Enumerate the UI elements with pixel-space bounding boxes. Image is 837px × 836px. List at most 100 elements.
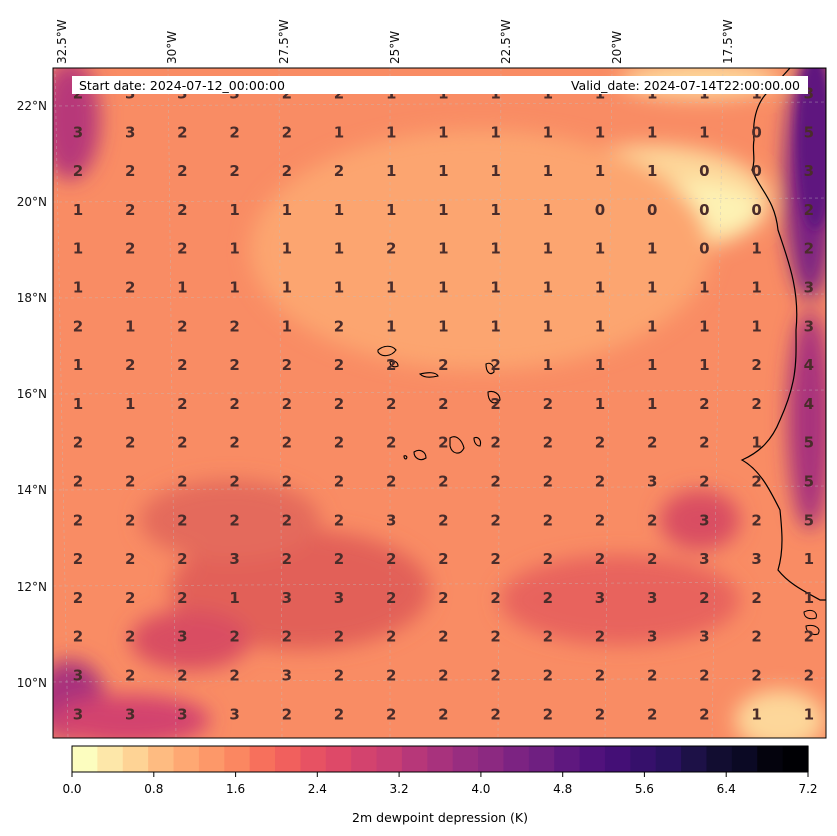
- grid-value-r4-c4: 1: [282, 240, 292, 258]
- grid-value-r13-c13: 2: [751, 589, 761, 607]
- colorbar-segment-8: [275, 746, 302, 772]
- grid-value-r13-c6: 2: [386, 589, 396, 607]
- grid-value-r3-c6: 1: [386, 201, 396, 219]
- grid-value-r2-c10: 1: [595, 162, 605, 180]
- colorbar-segment-12: [376, 746, 403, 772]
- cb-tick-4: 3.2: [390, 782, 409, 796]
- grid-value-r8-c9: 2: [543, 395, 553, 413]
- grid-value-r11-c12: 3: [699, 511, 709, 529]
- grid-value-r5-c12: 1: [699, 279, 709, 297]
- grid-value-r9-c6: 2: [386, 434, 396, 452]
- grid-value-r4-c2: 2: [177, 240, 187, 258]
- grid-value-r16-c2: 3: [177, 705, 187, 723]
- grid-value-r2-c8: 1: [490, 162, 500, 180]
- grid-value-r5-c6: 1: [386, 279, 396, 297]
- grid-value-r15-c8: 2: [490, 667, 500, 685]
- grid-value-r8-c4: 2: [282, 395, 292, 413]
- grid-value-r15-c11: 2: [647, 667, 657, 685]
- colorbar-segment-15: [452, 746, 479, 772]
- grid-value-r10-c3: 2: [229, 473, 239, 491]
- grid-value-r1-c5: 1: [334, 123, 344, 141]
- grid-value-r10-c2: 2: [177, 473, 187, 491]
- grid-value-r14-c11: 3: [647, 628, 657, 646]
- grid-value-r15-c2: 2: [177, 667, 187, 685]
- grid-value-r1-c1: 3: [125, 123, 135, 141]
- grid-value-r3-c11: 0: [647, 201, 657, 219]
- grid-value-r5-c10: 1: [595, 279, 605, 297]
- grid-value-r8-c11: 1: [647, 395, 657, 413]
- grid-value-r5-c7: 1: [438, 279, 448, 297]
- grid-value-r13-c7: 2: [438, 589, 448, 607]
- grid-value-r12-c13: 3: [751, 550, 761, 568]
- grid-value-r12-c12: 3: [699, 550, 709, 568]
- grid-value-r4-c11: 1: [647, 240, 657, 258]
- grid-value-r13-c8: 2: [490, 589, 500, 607]
- grid-value-r12-c14: 1: [804, 550, 814, 568]
- colorbar-segment-6: [224, 746, 251, 772]
- grid-value-r4-c13: 1: [751, 240, 761, 258]
- lat-label-22: 22°N: [17, 99, 47, 113]
- grid-value-r11-c13: 2: [751, 511, 761, 529]
- grid-value-r1-c6: 1: [386, 123, 396, 141]
- grid-value-r7-c14: 4: [804, 356, 814, 374]
- grid-value-r7-c11: 1: [647, 356, 657, 374]
- africa-coastline: [740, 68, 826, 601]
- grid-value-r1-c11: 1: [647, 123, 657, 141]
- grid-value-r4-c7: 1: [438, 240, 448, 258]
- grid-value-r6-c13: 1: [751, 317, 761, 335]
- cb-tick-2: 1.6: [226, 782, 245, 796]
- grid-value-r10-c9: 2: [543, 473, 553, 491]
- grid-value-r1-c2: 2: [177, 123, 187, 141]
- grid-value-r3-c3: 1: [229, 201, 239, 219]
- colorbar-segment-17: [503, 746, 530, 772]
- grid-value-r5-c8: 1: [490, 279, 500, 297]
- grid-value-r7-c5: 2: [334, 356, 344, 374]
- longitude-labels: 32.5°W 30°W 27.5°W 25°W 22.5°W 20°W 17.5…: [55, 19, 735, 64]
- grid-value-r5-c1: 2: [125, 279, 135, 297]
- grid-value-r9-c10: 2: [595, 434, 605, 452]
- grid-value-r6-c6: 1: [386, 317, 396, 335]
- grid-value-r6-c12: 1: [699, 317, 709, 335]
- grid-value-r14-c5: 2: [334, 628, 344, 646]
- grid-value-r1-c0: 3: [73, 123, 83, 141]
- grid-value-r8-c2: 2: [177, 395, 187, 413]
- grid-value-r7-c0: 1: [73, 356, 83, 374]
- grid-value-r6-c7: 1: [438, 317, 448, 335]
- grid-value-r2-c3: 2: [229, 162, 239, 180]
- grid-value-r13-c10: 3: [595, 589, 605, 607]
- grid-value-r7-c2: 2: [177, 356, 187, 374]
- grid-value-r5-c4: 1: [282, 279, 292, 297]
- grid-value-r8-c1: 1: [125, 395, 135, 413]
- grid-value-r8-c0: 1: [73, 395, 83, 413]
- grid-value-r4-c14: 2: [804, 240, 814, 258]
- grid-value-r8-c5: 2: [334, 395, 344, 413]
- grid-value-r8-c6: 2: [386, 395, 396, 413]
- map-frame: [52, 67, 827, 739]
- lon-label-30: 30°W: [165, 31, 179, 64]
- grid-value-r9-c14: 5: [804, 434, 814, 452]
- colorbar-segment-26: [731, 746, 758, 772]
- start-date: Start date: 2024-07-12_00:00:00: [79, 78, 285, 93]
- grid-value-r5-c3: 1: [229, 279, 239, 297]
- grid-value-r5-c13: 1: [751, 279, 761, 297]
- grid-value-r2-c5: 2: [334, 162, 344, 180]
- colorbar-segment-19: [554, 746, 581, 772]
- lon-label-27-5: 27.5°W: [277, 19, 291, 64]
- grid-value-r15-c14: 2: [804, 667, 814, 685]
- grid-value-r1-c10: 1: [595, 123, 605, 141]
- grid-value-r10-c0: 2: [73, 473, 83, 491]
- lon-label-25: 25°W: [388, 31, 402, 64]
- lon-label-17-5: 17.5°W: [721, 19, 735, 64]
- grid-value-r8-c3: 2: [229, 395, 239, 413]
- grid-value-r3-c14: 2: [804, 201, 814, 219]
- colorbar-segment-9: [300, 746, 327, 772]
- grid-value-r16-c13: 1: [751, 705, 761, 723]
- grid-value-r11-c11: 2: [647, 511, 657, 529]
- grid-value-r12-c3: 3: [229, 550, 239, 568]
- grid-value-r13-c1: 2: [125, 589, 135, 607]
- grid-value-r13-c0: 2: [73, 589, 83, 607]
- grid-value-r7-c1: 2: [125, 356, 135, 374]
- grid-value-r9-c11: 2: [647, 434, 657, 452]
- lat-label-18: 18°N: [17, 291, 47, 305]
- grid-value-r12-c5: 2: [334, 550, 344, 568]
